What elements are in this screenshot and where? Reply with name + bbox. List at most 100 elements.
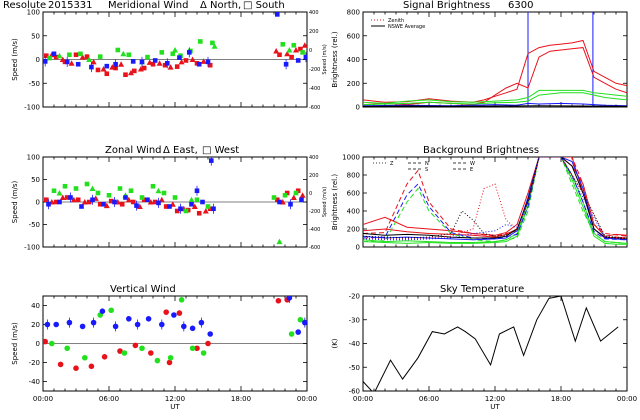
data-point <box>152 199 158 205</box>
plot-area <box>363 12 627 107</box>
data-point <box>152 58 158 63</box>
x-tick-label: 00:00 <box>353 395 373 403</box>
data-point <box>109 64 116 70</box>
data-point <box>191 203 198 209</box>
data-point <box>150 183 156 189</box>
data-point <box>86 199 92 205</box>
chart-title: Δ North, <box>200 0 241 11</box>
data-point <box>97 54 103 59</box>
data-point <box>43 338 48 345</box>
chart-title: Resolute <box>3 0 46 11</box>
data-point <box>183 58 189 63</box>
y-tick-label: -60 <box>349 388 360 396</box>
y-tick-label: 400 <box>347 208 360 216</box>
series-line <box>363 157 627 241</box>
data-point <box>211 43 218 49</box>
x-tick-label: 00:00 <box>297 395 317 403</box>
data-point <box>189 345 196 352</box>
data-point <box>207 331 213 337</box>
data-point <box>295 329 302 335</box>
data-point <box>284 50 291 57</box>
y-tick-label: 0 <box>356 244 360 252</box>
y-tick-label: -50 <box>349 364 360 372</box>
data-point <box>167 64 174 70</box>
y-tick-label: 200 <box>347 80 360 88</box>
data-point <box>300 50 305 55</box>
plot-area <box>363 157 627 245</box>
data-point <box>289 54 294 60</box>
data-point <box>73 365 79 372</box>
series-line <box>363 102 627 107</box>
y-tick-label: -50 <box>29 221 40 229</box>
x-axis-label: UT <box>170 403 180 411</box>
data-point <box>73 52 79 58</box>
right-tick-label: -600 <box>309 245 320 251</box>
plot-area <box>43 296 307 372</box>
data-point <box>95 190 101 196</box>
data-point <box>53 321 59 328</box>
data-point <box>100 66 107 72</box>
data-point <box>196 210 202 216</box>
data-point <box>106 192 112 198</box>
data-point <box>78 51 83 57</box>
data-point <box>207 62 213 68</box>
data-point <box>301 42 307 48</box>
data-point <box>57 199 62 205</box>
chart-zonal: Zonal Wind Δ East, □ West 100 50 0 -50 -100 Spee… <box>11 145 328 252</box>
data-point <box>167 204 172 209</box>
x-tick-label: 06:00 <box>99 395 119 403</box>
y-tick-label: -30 <box>349 316 360 324</box>
y-axis-label: Speed (m/s) <box>11 181 19 224</box>
plot-area <box>43 157 307 245</box>
data-point <box>56 52 63 59</box>
right-tick-label: 200 <box>309 29 319 35</box>
data-point <box>128 188 134 194</box>
series-line <box>363 157 627 239</box>
data-point <box>163 204 169 209</box>
data-point <box>99 308 106 315</box>
data-point <box>275 12 280 17</box>
data-point <box>202 208 209 214</box>
data-point <box>178 58 185 65</box>
data-point <box>101 201 106 207</box>
legend-label: E <box>470 167 473 173</box>
legend-label: W <box>470 161 475 167</box>
data-point <box>177 55 182 60</box>
y-tick-label: 50 <box>31 176 40 184</box>
data-point <box>56 190 63 196</box>
data-point <box>145 197 150 203</box>
right-tick-label: 400 <box>309 155 319 161</box>
data-point <box>174 64 180 69</box>
data-point <box>200 58 207 64</box>
data-point <box>172 195 178 200</box>
data-point <box>70 196 77 203</box>
series-line <box>363 89 627 104</box>
data-point <box>73 186 79 191</box>
data-point <box>155 187 162 194</box>
data-point <box>299 197 304 203</box>
chart-title: Zonal Wind <box>105 145 162 156</box>
x-tick-label: 06:00 <box>419 395 439 403</box>
data-point <box>82 354 88 361</box>
series-line <box>363 157 627 240</box>
data-point <box>163 309 169 315</box>
data-point <box>150 61 156 67</box>
data-point <box>293 190 299 196</box>
data-point <box>183 208 189 214</box>
data-point <box>156 60 163 66</box>
plot-area <box>43 12 307 77</box>
right-tick-label: 200 <box>309 173 319 179</box>
y-tick-label: 800 <box>347 172 360 180</box>
legend-label: S <box>425 167 428 173</box>
data-point <box>81 199 88 205</box>
data-point <box>194 197 200 203</box>
data-point <box>59 56 66 62</box>
data-point <box>88 363 95 370</box>
data-point <box>200 350 207 356</box>
data-point <box>90 58 97 65</box>
y-tick-label: 40 <box>31 302 40 310</box>
chart-title: 6300 <box>508 0 533 11</box>
y-tick-label: 100 <box>27 154 40 162</box>
data-point <box>117 348 123 354</box>
